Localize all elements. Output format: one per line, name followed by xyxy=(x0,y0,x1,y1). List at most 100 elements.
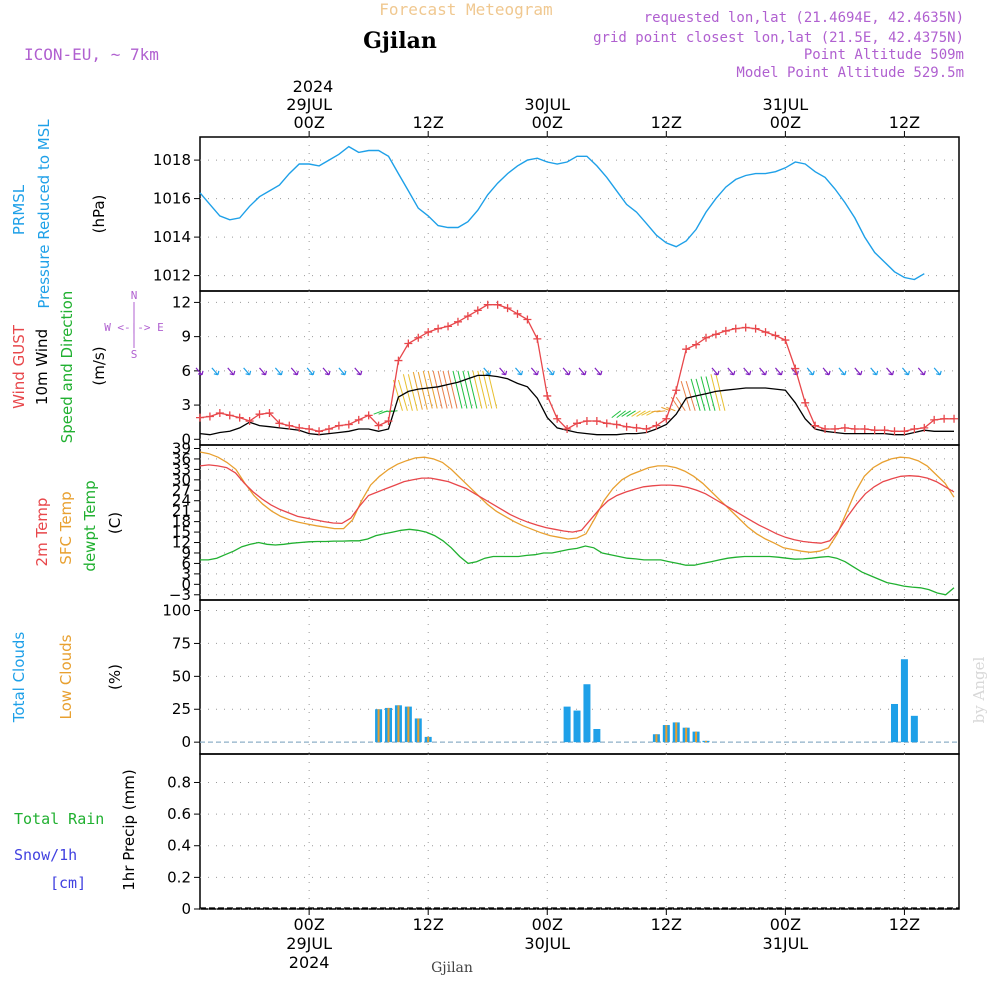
top-time-label: 12Z xyxy=(889,113,920,132)
wind-direction-arrow xyxy=(487,370,498,409)
gust-marker xyxy=(870,426,879,435)
wind-direction-arrow xyxy=(306,367,315,376)
panel-frame xyxy=(199,753,960,910)
info-line-3: Point Altitude 509m xyxy=(804,47,964,63)
total-cloud-bar xyxy=(891,703,899,743)
wind-direction-arrow xyxy=(680,380,691,411)
bottom-time-label: 12Z xyxy=(413,915,444,934)
wind-direction-arrow xyxy=(774,367,784,376)
wind-direction-arrow xyxy=(546,367,555,376)
clouds-total-label: Total Clouds xyxy=(10,632,28,724)
gust-marker xyxy=(682,345,691,354)
top-time-label: 00Z xyxy=(770,113,801,132)
top-time-label: 30JUL xyxy=(524,95,570,114)
gust-marker xyxy=(702,333,710,342)
wind-direction-arrow xyxy=(715,374,726,411)
gust-marker xyxy=(285,421,294,430)
y-tick-label: 0 xyxy=(181,900,191,918)
pressure-label-long: Pressure Reduced to MSL xyxy=(35,119,53,309)
y-tick-label: 36 xyxy=(172,450,191,468)
y-tick-label: 0 xyxy=(181,430,191,448)
bottom-time-label: 30JUL xyxy=(524,934,570,953)
gust-marker xyxy=(821,425,830,434)
gust-marker xyxy=(305,425,314,434)
gust-marker xyxy=(950,414,959,423)
low-cloud-bar xyxy=(377,709,380,743)
gust-marker xyxy=(463,312,472,321)
wind-direction-arrow xyxy=(227,367,236,376)
model-label: ICON-EU, ~ 7km xyxy=(24,45,159,64)
top-year-label: 2024 xyxy=(293,77,334,96)
gust-marker xyxy=(860,425,869,434)
gust-marker xyxy=(781,336,790,345)
pressure-line xyxy=(199,145,925,281)
wind-10m-line xyxy=(199,374,954,436)
wind-direction-arrow xyxy=(743,367,752,376)
gust-marker xyxy=(582,417,591,426)
gust-marker xyxy=(731,324,740,333)
bottom-time-label: 2024 xyxy=(289,953,330,972)
gust-marker xyxy=(483,300,492,309)
wind-direction-arrow xyxy=(427,370,438,409)
y-tick-label: 0.2 xyxy=(167,868,191,886)
watermark: by Angel xyxy=(970,656,988,723)
wind-direction-arrow xyxy=(432,370,443,409)
gust-marker xyxy=(235,413,244,422)
wind-gust-line xyxy=(199,304,954,432)
gust-marker xyxy=(900,427,909,436)
gust-marker xyxy=(444,322,453,331)
gust-marker xyxy=(850,425,859,434)
wind-direction-arrow xyxy=(901,367,910,376)
gust-marker xyxy=(374,421,383,430)
y-tick-label: 21 xyxy=(172,502,191,520)
gust-marker xyxy=(225,411,234,420)
wind-direction-arrow xyxy=(452,370,463,409)
info-line-4: Model Point Altitude 529.5m xyxy=(736,65,964,81)
gust-marker xyxy=(434,324,443,333)
sfc-temp-line xyxy=(199,451,955,553)
wind-direction-arrow xyxy=(442,370,453,409)
gust-marker xyxy=(692,340,701,349)
pressure-unit-label: (hPa) xyxy=(90,195,108,234)
wind-direction-arrow xyxy=(822,367,831,376)
wind-direction-arrow xyxy=(483,367,492,376)
wind-direction-arrow xyxy=(656,410,666,413)
top-time-label: 31JUL xyxy=(763,95,809,114)
precip-snow-label: Snow/1h xyxy=(14,846,77,864)
wind-direction-arrow xyxy=(578,367,587,376)
gust-marker xyxy=(553,414,562,423)
wind-direction-arrow xyxy=(854,367,863,376)
wind-direction-arrow xyxy=(933,367,942,376)
gust-marker xyxy=(493,300,502,309)
gust-marker xyxy=(523,315,532,324)
precip-snow-unit: [cm] xyxy=(50,874,86,892)
low-cloud-bar xyxy=(705,740,707,743)
total-cloud-bar xyxy=(583,684,591,743)
gust-marker xyxy=(334,421,343,430)
wind-direction-arrow xyxy=(710,374,721,411)
gust-marker xyxy=(513,309,522,318)
gust-marker xyxy=(265,409,274,418)
total-cloud-bar xyxy=(573,710,581,743)
gust-marker xyxy=(890,427,899,436)
info-line-2: grid point closest lon,lat (21.5E, 42.43… xyxy=(593,30,964,46)
gust-marker xyxy=(672,386,681,395)
wind-direction-arrow xyxy=(417,371,428,410)
wind-direction-arrow xyxy=(412,371,423,410)
y-tick-label: −3 xyxy=(169,586,191,604)
wind-direction-arrow xyxy=(636,410,646,417)
wind-direction-arrow xyxy=(397,379,408,411)
dewpoint-line xyxy=(200,528,955,596)
y-tick-label: 25 xyxy=(172,700,191,718)
wind-direction-arrow xyxy=(259,367,268,376)
wind-10m-label: 10m Wind xyxy=(33,329,51,405)
gust-marker xyxy=(255,410,264,419)
y-tick-label: 30 xyxy=(172,471,191,489)
low-cloud-bar xyxy=(655,734,658,743)
wind-direction-arrow xyxy=(447,370,458,409)
bottom-time-label: 29JUL xyxy=(286,934,332,953)
wind-direction-arrow xyxy=(705,376,716,411)
y-tick-label: 0 xyxy=(181,733,191,751)
